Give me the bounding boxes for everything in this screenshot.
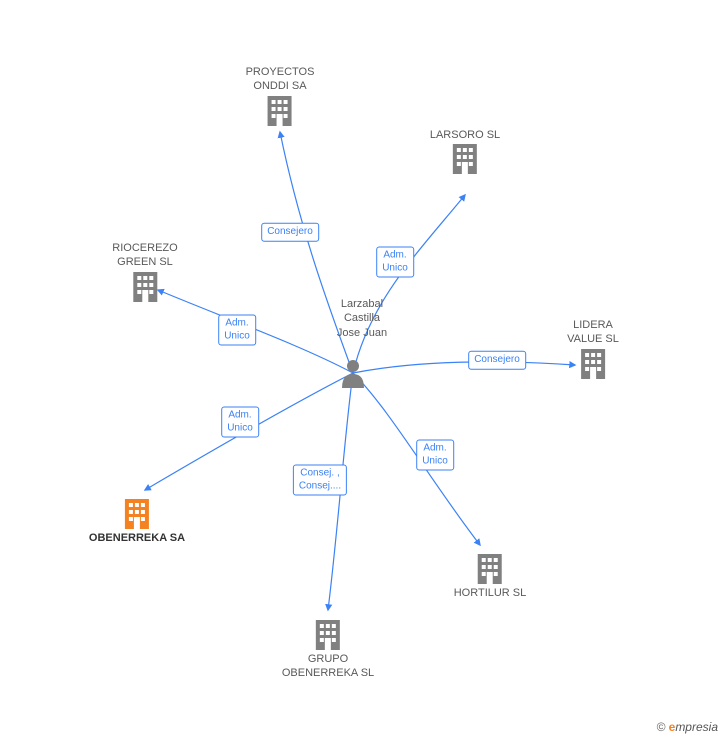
edge-label-riocerezo: Adm. Unico — [218, 315, 256, 346]
edge-label-grupo: Consej. , Consej.... — [293, 465, 347, 496]
company-node-obenerreka: OBENERREKA SA — [89, 497, 185, 545]
company-label: OBENERREKA SA — [89, 531, 185, 545]
person-icon — [340, 358, 366, 388]
company-label: HORTILUR SL — [454, 586, 527, 600]
company-node-proyectos: PROYECTOS ONDDI SA — [246, 65, 315, 128]
edge-label-larsoro: Adm. Unico — [376, 247, 414, 278]
building-icon — [130, 270, 160, 304]
company-node-larsoro: LARSORO SL — [430, 128, 500, 176]
building-icon — [475, 552, 505, 586]
copyright-symbol: © — [656, 720, 665, 734]
edge-label-obenerreka: Adm. Unico — [221, 407, 259, 438]
building-icon — [450, 142, 480, 176]
edge-lidera — [353, 362, 575, 373]
building-icon — [265, 94, 295, 128]
brand-rest: mpresia — [675, 720, 718, 734]
building-icon — [122, 497, 152, 531]
edge-label-proyectos: Consejero — [261, 223, 319, 242]
company-label: LIDERA VALUE SL — [567, 318, 619, 347]
center-person-node — [340, 358, 366, 388]
company-label: PROYECTOS ONDDI SA — [246, 65, 315, 94]
company-node-riocerezo: RIOCEREZO GREEN SL — [112, 241, 177, 304]
building-icon — [578, 347, 608, 381]
footer-credit: © empresia — [656, 720, 718, 734]
edge-larsoro — [353, 195, 465, 373]
company-node-lidera: LIDERA VALUE SL — [567, 318, 619, 381]
company-label: RIOCEREZO GREEN SL — [112, 241, 177, 270]
building-icon — [313, 618, 343, 652]
edge-label-hortilur: Adm. Unico — [416, 440, 454, 471]
company-label: LARSORO SL — [430, 128, 500, 142]
company-node-grupo: GRUPO OBENERREKA SL — [282, 618, 374, 681]
company-label: GRUPO OBENERREKA SL — [282, 652, 374, 681]
network-diagram: PROYECTOS ONDDI SA LARSORO SL RIOCEREZO … — [0, 0, 728, 740]
center-person-label: Larzabal Castilla Jose Juan — [337, 297, 387, 340]
edge-label-lidera: Consejero — [468, 351, 526, 370]
company-node-hortilur: HORTILUR SL — [454, 552, 527, 600]
